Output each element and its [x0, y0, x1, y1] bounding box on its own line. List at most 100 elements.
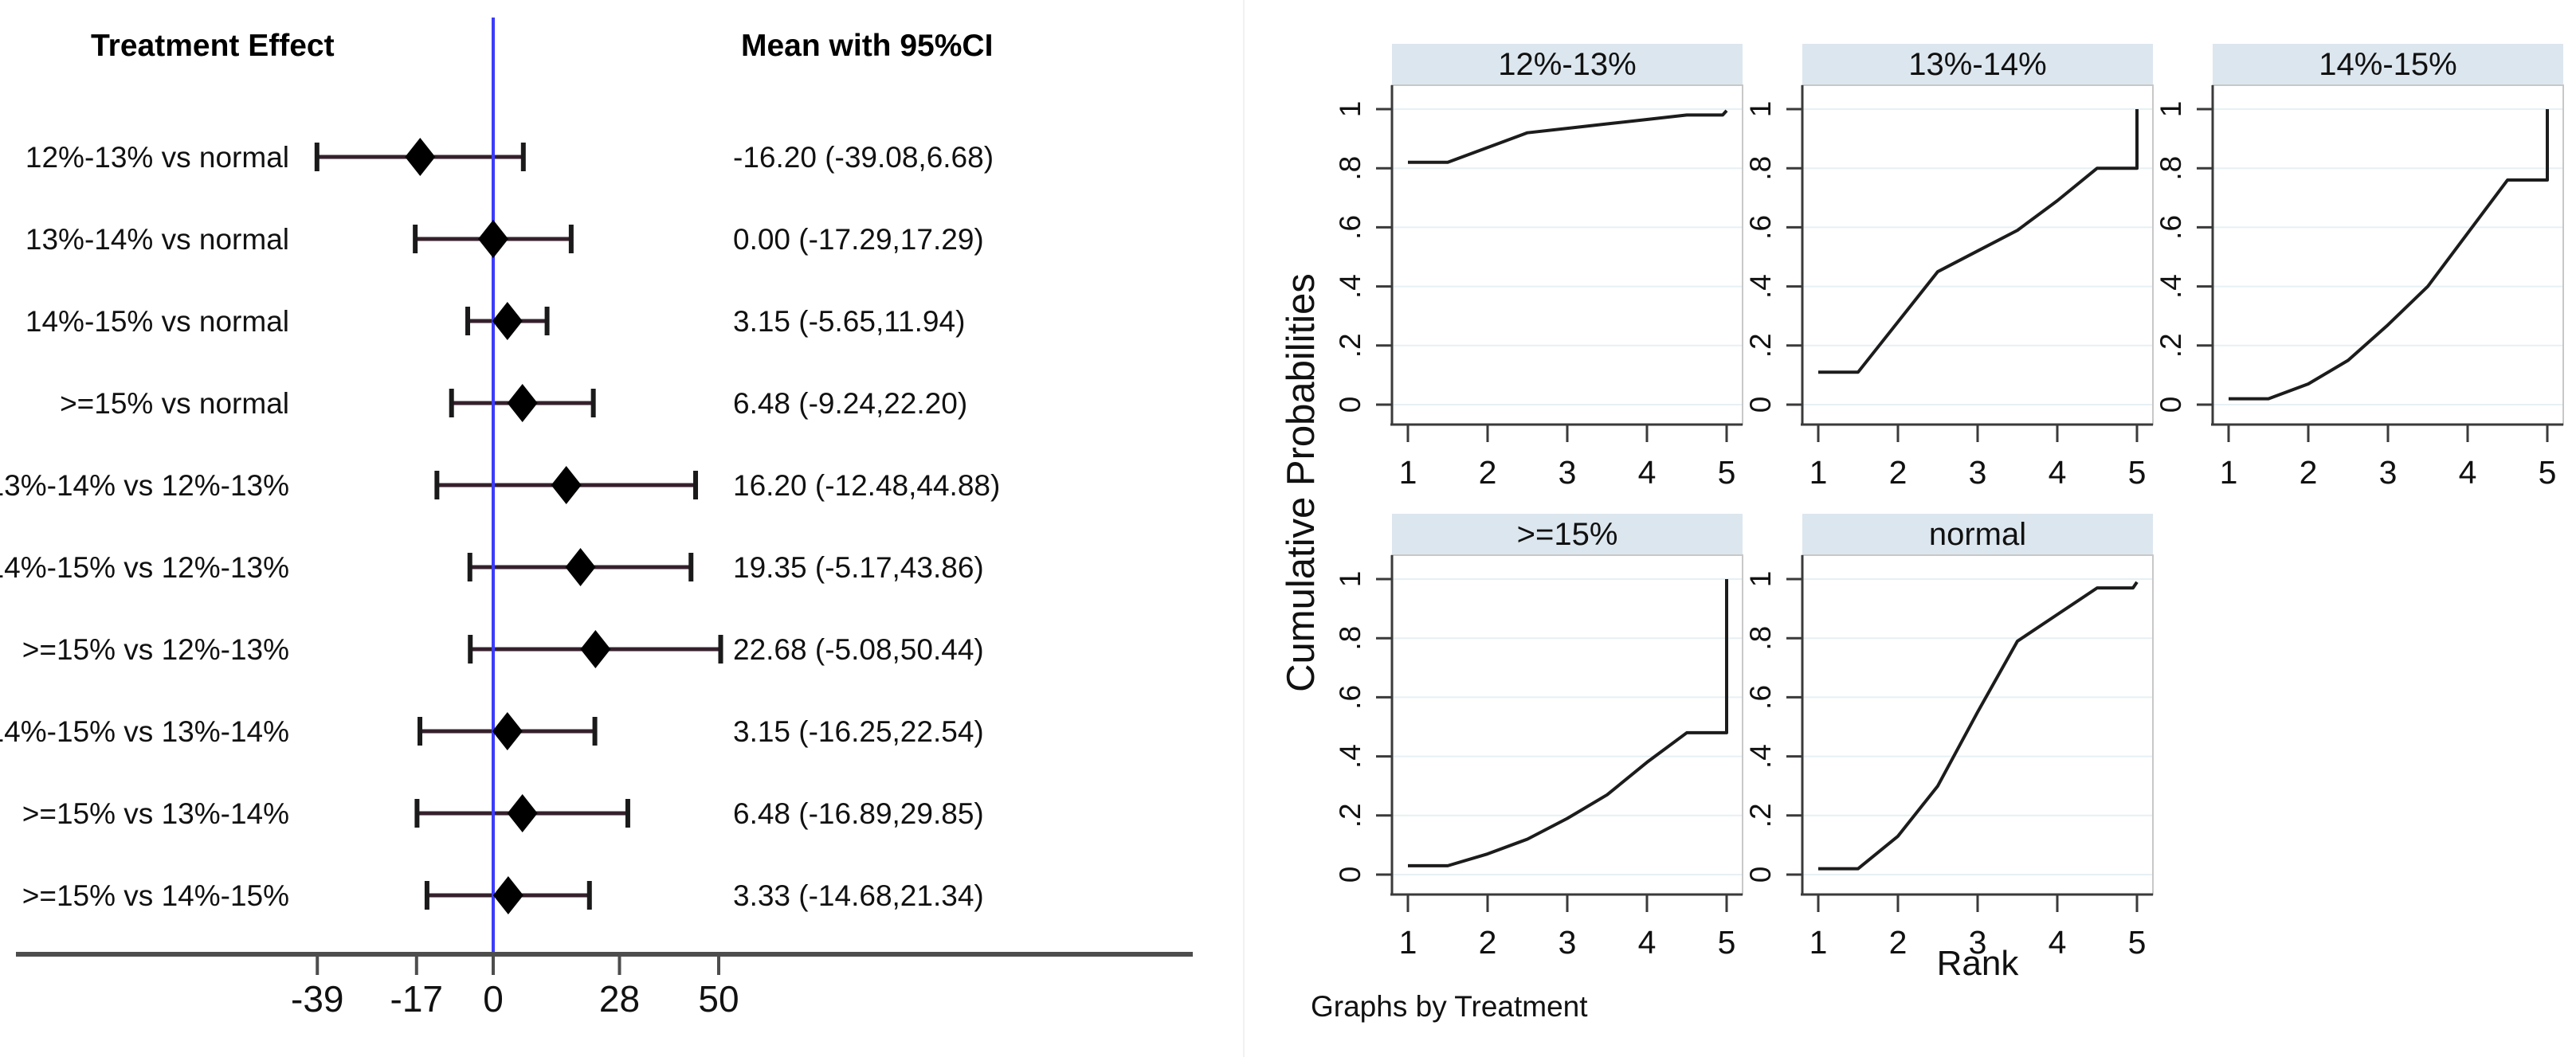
x-tick-label: 4: [2049, 454, 2067, 491]
x-tick-label: 4: [2049, 924, 2067, 961]
row-label: 14%-15% vs 13%-14%: [0, 715, 289, 748]
x-tick-label: 3: [1969, 454, 1987, 491]
mean-diamond: [492, 302, 523, 340]
forest-x-tick-label: -39: [291, 978, 343, 1020]
plot-border: [1391, 554, 1743, 895]
x-tick-label: 4: [2459, 454, 2477, 491]
y-tick-label: .8: [1334, 156, 1366, 181]
y-tick-label: 0: [2155, 397, 2187, 413]
panel-ge-15: >=15% 0 .2 .4 .6 .8 1 1 2 3 4 5: [1334, 514, 1743, 977]
panel-plot-area: 0 .2 .4 .6 .8 1 1 2 3 4 5: [1744, 84, 2154, 491]
y-tick-label: .6: [1744, 685, 1777, 710]
row-label: 14%-15% vs normal: [25, 305, 289, 338]
y-tick-label: 1: [2155, 101, 2187, 118]
y-tick-label: 0: [1744, 867, 1777, 883]
y-tick-label: 0: [1744, 397, 1777, 413]
row-label: >=15% vs 14%-15%: [22, 879, 289, 912]
panel-title: 13%-14%: [1908, 46, 2047, 82]
panel-title: 12%-13%: [1498, 46, 1637, 82]
y-tick-label: .8: [2155, 156, 2187, 181]
y-tick-label: .4: [1744, 274, 1777, 299]
cumulative-probability-graph: Cumulative Probabilities 12%-13% 0 .2 .4 .6…: [1243, 0, 2576, 1057]
y-tick-label: 1: [1334, 571, 1366, 588]
y-tick-label: .6: [2155, 215, 2187, 240]
forest-x-tick-label: 28: [599, 978, 640, 1020]
y-tick-label: .4: [1334, 744, 1366, 769]
x-tick-label: 3: [1559, 924, 1577, 961]
mean-diamond: [478, 220, 508, 258]
y-tick-label: .4: [1334, 274, 1366, 299]
panel-plot-area: 0 .2 .4 .6 .8 1 1 2 3 4 5: [1334, 84, 1743, 491]
y-tick-label: .6: [1744, 215, 1777, 240]
plot-border: [1802, 554, 2154, 895]
mean-diamond: [492, 712, 523, 750]
cumulative-line: [2229, 109, 2549, 401]
panel-title: >=15%: [1516, 516, 1618, 552]
x-axis-title: Rank: [1936, 944, 2019, 983]
x-tick-label: 2: [1479, 924, 1497, 961]
y-tick-label: .2: [2155, 333, 2187, 358]
forest-x-tick-label: 0: [483, 978, 504, 1020]
cumulative-line: [1408, 579, 1728, 867]
x-tick-label: 1: [1809, 924, 1828, 961]
x-tick-label: 2: [2300, 454, 2318, 491]
panel-12-13: 12%-13% 0 .2 .4 .6 .8 1 1 2 3 4 5: [1334, 44, 1743, 507]
mean-diamond: [580, 630, 611, 668]
y-tick-label: .2: [1334, 803, 1366, 828]
row-label: 13%-14% vs normal: [25, 223, 289, 256]
x-tick-label: 3: [2379, 454, 2398, 491]
mean-diamond: [507, 794, 538, 832]
panel-title: normal: [1928, 516, 2027, 552]
y-tick-label: 1: [1744, 571, 1777, 588]
panel-header: 13%-14%: [1802, 44, 2153, 85]
panel-plot-area: 0 .2 .4 .6 .8 1 1 2 3 4 5: [1334, 554, 1743, 961]
forest-title-treatment-effect: Treatment Effect: [91, 29, 335, 63]
y-tick-label: .6: [1334, 215, 1366, 240]
x-tick-label: 5: [2128, 454, 2147, 491]
row-value: 19.35 (-5.17,43.86): [733, 551, 984, 584]
x-tick-label: 3: [1969, 924, 1987, 961]
mean-diamond: [565, 548, 596, 586]
panel-header: >=15%: [1392, 514, 1743, 555]
x-tick-label: 1: [1399, 924, 1417, 961]
panel-plot-area: 0 .2 .4 .6 .8 1 1 2 3 4 5: [1744, 554, 2154, 961]
mean-diamond: [405, 138, 436, 176]
row-label: 12%-13% vs normal: [25, 141, 289, 174]
row-label: 14%-15% vs 12%-13%: [0, 551, 289, 584]
panel-13-14: 13%-14% 0 .2 .4 .6 .8 1 1 2 3 4 5: [1744, 44, 2154, 507]
mean-diamond: [492, 876, 523, 914]
y-tick-label: .2: [1744, 333, 1777, 358]
cumulative-line: [1408, 109, 1728, 164]
y-tick-label: 1: [1334, 101, 1366, 118]
y-tick-label: .6: [1334, 685, 1366, 710]
y-tick-label: .4: [2155, 274, 2187, 299]
x-tick-label: 2: [1479, 454, 1497, 491]
row-value: 3.15 (-5.65,11.94): [733, 305, 965, 338]
x-tick-label: 2: [1889, 924, 1907, 961]
y-axis-title: Cumulative Probabilities: [1280, 273, 1323, 692]
forest-title-mean-ci: Mean with 95%CI: [741, 29, 994, 63]
graphs-by-note: Graphs by Treatment: [1311, 990, 1588, 1023]
y-tick-label: 0: [1334, 397, 1366, 413]
cumulative-line: [1818, 109, 2139, 374]
panel-title: 14%-15%: [2319, 46, 2457, 82]
row-value: 6.48 (-9.24,22.20): [733, 387, 967, 420]
row-label: >=15% vs normal: [60, 387, 289, 420]
cumulative-line: [1818, 581, 2139, 871]
x-tick-label: 4: [1638, 924, 1657, 961]
x-tick-label: 1: [2220, 454, 2238, 491]
row-value: 3.33 (-14.68,21.34): [733, 879, 984, 912]
panel-header: normal: [1802, 514, 2153, 555]
y-tick-label: .4: [1744, 744, 1777, 769]
row-label: >=15% vs 13%-14%: [22, 797, 289, 830]
panel-14-15: 14%-15% 0 .2 .4 .6 .8 1 1 2 3 4 5: [2155, 44, 2564, 507]
row-label: >=15% vs 12%-13%: [22, 633, 289, 666]
x-tick-label: 5: [2128, 924, 2147, 961]
y-tick-label: .2: [1744, 803, 1777, 828]
y-tick-label: .8: [1744, 626, 1777, 651]
panel-header: 12%-13%: [1392, 44, 1743, 85]
forest-x-tick-label: -17: [390, 978, 443, 1020]
y-tick-label: .2: [1334, 333, 1366, 358]
row-value: 6.48 (-16.89,29.85): [733, 797, 984, 830]
